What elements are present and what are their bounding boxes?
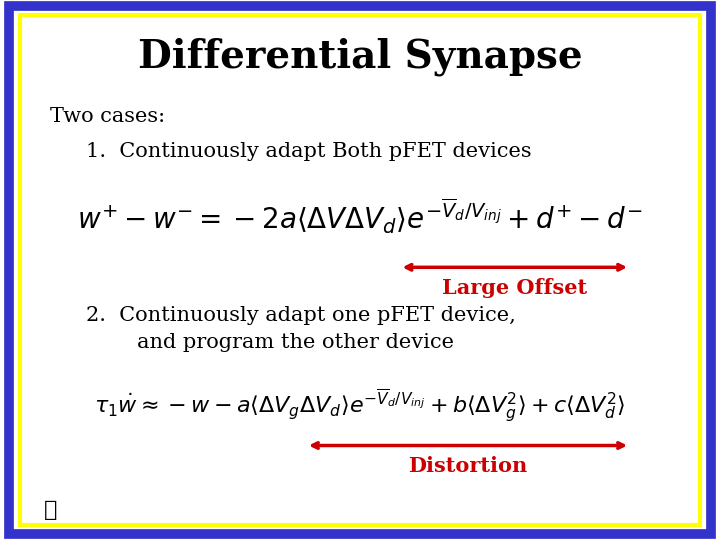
Text: 1.  Continuously adapt Both pFET devices: 1. Continuously adapt Both pFET devices [86,141,532,161]
Text: and program the other device: and program the other device [104,333,454,353]
Text: Differential Synapse: Differential Synapse [138,37,582,76]
Text: 2.  Continuously adapt one pFET device,: 2. Continuously adapt one pFET device, [86,306,516,326]
Text: $w^{+} - w^{-} = -2a\langle \Delta V \Delta V_d \rangle e^{-\overline{V}_d/V_{in: $w^{+} - w^{-} = -2a\langle \Delta V \De… [77,196,643,236]
Text: $\tau_1 \dot{w} \approx -w - a\langle \Delta V_g \Delta V_d \rangle e^{-\overlin: $\tau_1 \dot{w} \approx -w - a\langle \D… [94,388,626,424]
Text: Two cases:: Two cases: [50,106,166,126]
Text: 🐝: 🐝 [44,500,57,521]
Text: Distortion: Distortion [408,456,528,476]
Text: Large Offset: Large Offset [442,278,588,298]
